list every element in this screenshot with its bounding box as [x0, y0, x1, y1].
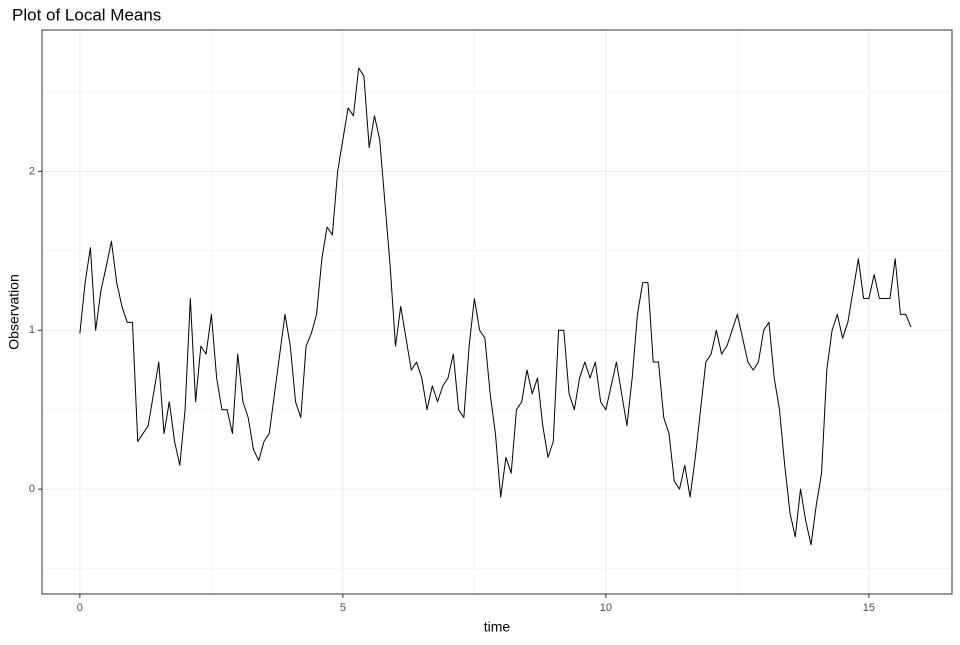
y-axis-title: Observation: [6, 274, 22, 349]
y-tick-label: 1: [29, 324, 35, 336]
x-tick-label: 15: [863, 602, 875, 614]
x-tick-label: 10: [600, 602, 612, 614]
x-tick-label: 5: [340, 602, 346, 614]
y-tick-label: 0: [29, 483, 35, 495]
y-tick-label: 2: [29, 165, 35, 177]
x-axis-title: time: [484, 619, 511, 635]
x-tick-label: 0: [77, 602, 83, 614]
chart-title: Plot of Local Means: [12, 5, 161, 24]
series-line: [79, 67, 912, 546]
panel-border: [41, 29, 953, 595]
